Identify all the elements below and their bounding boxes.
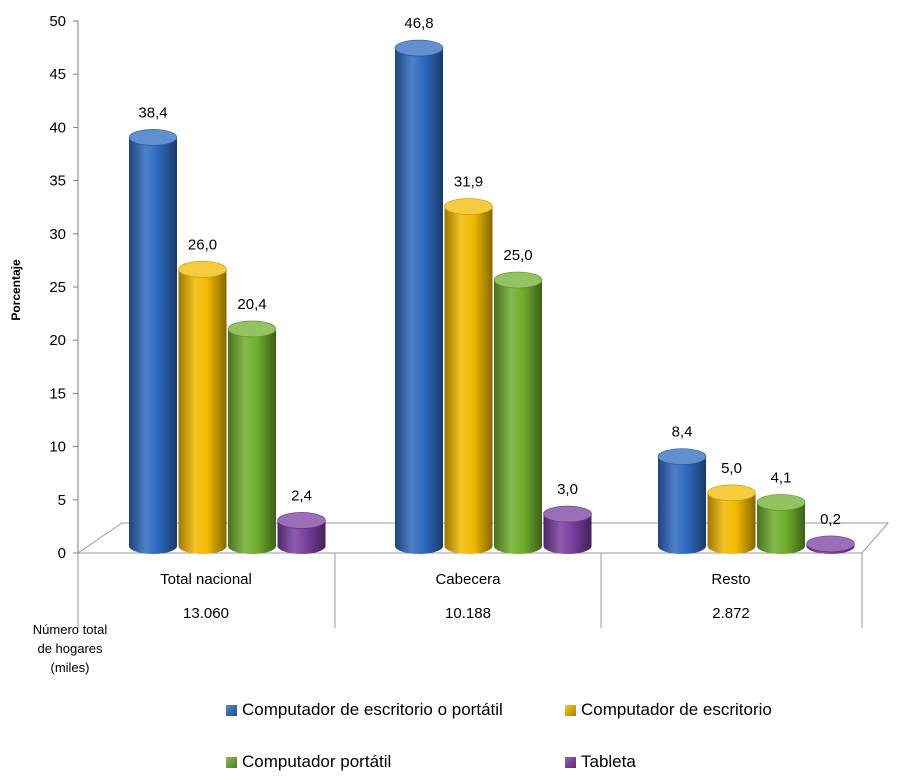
bar-top — [444, 198, 493, 215]
legend-swatch-series-1 — [226, 704, 237, 716]
bar-top — [277, 512, 326, 529]
bar-body — [658, 456, 706, 554]
legend-swatch-series-3 — [226, 756, 237, 768]
bar-body — [129, 137, 177, 554]
y-tick-label: 15 — [49, 385, 66, 402]
legend-label-series-3: Computador portátil — [242, 752, 392, 771]
y-tick-label: 0 — [58, 545, 66, 562]
category-label: Total nacional — [160, 571, 252, 588]
bar-body — [707, 492, 756, 554]
y-axis-title: Porcentaje — [9, 259, 23, 321]
legend-item-series-4: Tableta — [565, 752, 636, 772]
bar-top — [657, 448, 707, 465]
bar — [806, 535, 855, 554]
data-label: 0,2 — [820, 511, 841, 528]
bar — [756, 494, 806, 554]
bar-body — [757, 502, 805, 554]
y-tick-label: 5 — [58, 492, 66, 509]
legend-item-series-1: Computador de escritorio o portátil — [226, 700, 503, 720]
data-label: 3,0 — [557, 481, 578, 498]
legend-item-series-2: Computador de escritorio — [565, 700, 772, 720]
y-tick-label: 25 — [49, 279, 66, 296]
bar — [227, 320, 277, 554]
bar — [394, 39, 444, 554]
bar — [444, 198, 493, 555]
category-total: 10.188 — [445, 605, 491, 622]
legend-swatch-series-2 — [565, 704, 576, 716]
y-tick-label: 10 — [49, 439, 66, 456]
y-tick-label: 20 — [49, 332, 66, 349]
legend-label-series-4: Tableta — [581, 752, 636, 771]
bar — [493, 271, 543, 554]
y-tick-label: 50 — [49, 13, 66, 30]
bars — [128, 39, 855, 555]
data-label: 46,8 — [404, 15, 433, 32]
data-label: 26,0 — [188, 236, 217, 253]
category-label: Resto — [711, 571, 750, 588]
data-label: 2,4 — [291, 487, 312, 504]
bar-top — [394, 39, 444, 57]
bar — [707, 484, 756, 554]
totals-label-line-1: Número total — [33, 622, 108, 637]
bar-top — [227, 320, 277, 338]
y-tick-label: 40 — [49, 119, 66, 136]
bar-body — [543, 514, 592, 554]
bar — [178, 261, 227, 554]
totals-label-line-2: de hogares — [37, 641, 103, 656]
data-label: 25,0 — [503, 247, 532, 264]
bar-body — [494, 280, 542, 554]
data-label: 20,4 — [237, 296, 266, 313]
bar — [277, 512, 326, 554]
bar-top — [493, 271, 543, 289]
labels: 38,4 26,0 20,4 2,4 46,8 31,9 25,0 3,0 8,4 5,0 4,1 0… — [138, 15, 841, 622]
bar-top — [806, 535, 855, 553]
bar-body — [395, 48, 443, 554]
y-tick-label: 45 — [49, 66, 66, 83]
axes: 0 5 10 15 20 25 30 35 40 45 50 — [49, 13, 79, 562]
bar-top — [543, 505, 592, 523]
data-label: 5,0 — [721, 460, 742, 477]
data-label: 8,4 — [672, 424, 693, 441]
bar-top — [178, 261, 227, 278]
bar-top — [756, 494, 806, 511]
bar-top — [128, 129, 178, 146]
legend-label-series-2: Computador de escritorio — [581, 700, 772, 719]
legend-label-series-1: Computador de escritorio o portátil — [242, 700, 503, 719]
category-total: 13.060 — [183, 605, 229, 622]
totals-row-label: Número total de hogares (miles) — [33, 622, 108, 675]
bar — [543, 505, 592, 554]
totals-label-line-3: (miles) — [51, 660, 90, 675]
data-label: 38,4 — [138, 104, 167, 121]
bar-body — [178, 269, 227, 554]
data-label: 31,9 — [454, 174, 483, 191]
bar — [657, 448, 707, 554]
data-label: 4,1 — [771, 469, 792, 486]
bar — [128, 129, 178, 554]
category-total: 2.872 — [712, 605, 750, 622]
y-tick-label: 35 — [49, 173, 66, 190]
category-label: Cabecera — [435, 571, 501, 588]
bar-body — [444, 206, 493, 555]
legend-item-series-3: Computador portátil — [226, 752, 391, 772]
bar-body — [277, 520, 326, 554]
bar-body — [228, 328, 276, 554]
bar-top — [707, 484, 756, 502]
y-tick-label: 30 — [49, 226, 66, 243]
legend-swatch-series-4 — [565, 756, 576, 768]
